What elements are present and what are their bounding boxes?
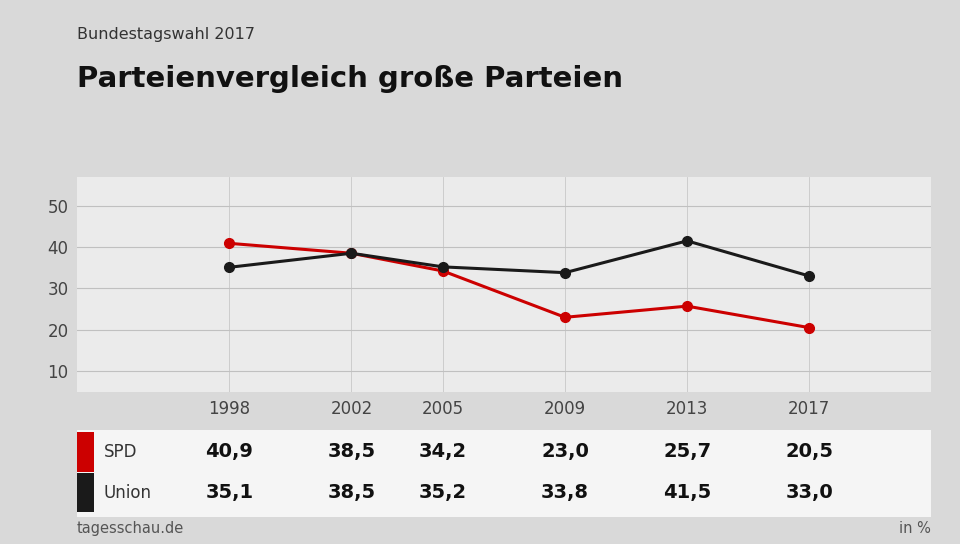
Text: 35,1: 35,1 <box>205 484 253 502</box>
Text: 33,8: 33,8 <box>541 484 589 502</box>
Text: in %: in % <box>900 521 931 536</box>
Text: 35,2: 35,2 <box>419 484 467 502</box>
Text: Union: Union <box>104 484 152 502</box>
Text: 34,2: 34,2 <box>419 442 467 461</box>
Text: 23,0: 23,0 <box>541 442 589 461</box>
Text: 38,5: 38,5 <box>327 442 375 461</box>
Text: SPD: SPD <box>104 443 137 461</box>
Text: 38,5: 38,5 <box>327 484 375 502</box>
Text: Parteienvergleich große Parteien: Parteienvergleich große Parteien <box>77 65 623 93</box>
Text: tagesschau.de: tagesschau.de <box>77 521 184 536</box>
Text: Bundestagswahl 2017: Bundestagswahl 2017 <box>77 27 254 42</box>
Text: 40,9: 40,9 <box>205 442 253 461</box>
Text: 20,5: 20,5 <box>785 442 833 461</box>
Text: 25,7: 25,7 <box>663 442 711 461</box>
Text: 41,5: 41,5 <box>663 484 711 502</box>
Text: 33,0: 33,0 <box>785 484 833 502</box>
